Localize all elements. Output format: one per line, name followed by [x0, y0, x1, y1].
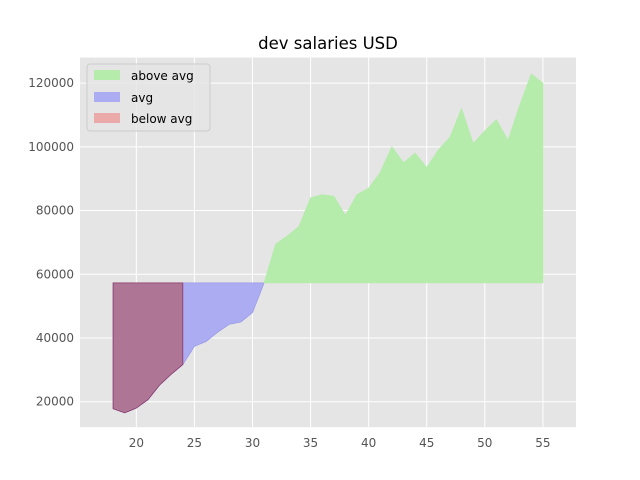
y-tick-label-60000: 60000 [36, 267, 74, 281]
legend-swatch-above-avg [94, 70, 120, 80]
y-tick-label-80000: 80000 [36, 204, 74, 218]
y-tick-label-40000: 40000 [36, 331, 74, 345]
x-tick-label-45: 45 [419, 436, 434, 450]
legend-swatch-below-avg [94, 113, 120, 123]
area-fills [112, 73, 544, 414]
legend-swatch-avg [94, 92, 120, 102]
x-tick-label-35: 35 [303, 436, 318, 450]
y-tick-label-120000: 120000 [28, 76, 74, 90]
x-tick-label-55: 55 [535, 436, 550, 450]
chart-title: dev salaries USD [258, 34, 398, 53]
legend-label-above-avg: above avg [131, 69, 194, 83]
x-tick-label-25: 25 [187, 436, 202, 450]
x-tick-label-40: 40 [361, 436, 376, 450]
tick-labels: 20 25 30 35 40 45 50 55 20000 40000 60000 80000 1000… [28, 76, 550, 450]
y-tick-label-100000: 100000 [28, 140, 74, 154]
x-tick-label-30: 30 [245, 436, 260, 450]
x-tick-label-20: 20 [129, 436, 144, 450]
legend: above avg avg below avg [86, 63, 211, 132]
area-below-avg [112, 282, 184, 414]
legend-label-avg: avg [131, 91, 153, 105]
area-above-avg [263, 73, 544, 284]
y-tick-label-20000: 20000 [36, 395, 74, 409]
x-tick-label-50: 50 [477, 436, 492, 450]
legend-label-below-avg: below avg [131, 112, 192, 126]
